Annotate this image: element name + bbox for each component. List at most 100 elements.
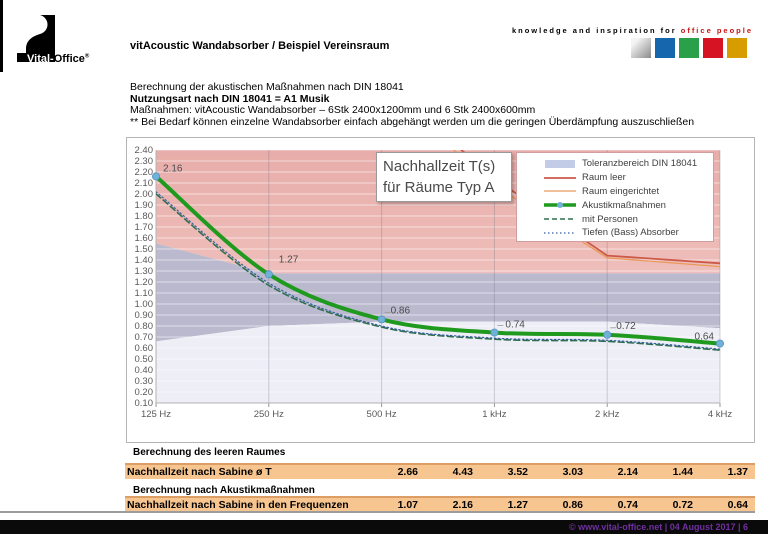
y-tick-label: 1.90 [135, 200, 154, 211]
series-raum-eingerichtet [452, 150, 720, 268]
intro-line-0: Berechnung der akustischen Maßnahmen nac… [130, 81, 404, 93]
brand-square-1 [655, 38, 675, 58]
table-value: 0.64 [727, 499, 748, 511]
y-tick-label: 1.80 [135, 211, 154, 222]
table-heading-measures: Berechnung nach Akustikmaßnahmen [133, 485, 315, 496]
series-raum-leer [460, 150, 720, 265]
x-tick-label: 250 Hz [254, 409, 284, 420]
brand-square-0 [631, 38, 651, 58]
table-value: 3.52 [507, 466, 528, 478]
x-tick-label: 4 kHz [708, 409, 733, 420]
brand-square-3 [703, 38, 723, 58]
chart-legend: Toleranzbereich DIN 18041 Raum leer Raum e… [516, 152, 714, 242]
y-tick-label: 1.60 [135, 233, 154, 244]
legend-item-0: Toleranzbereich DIN 18041 [543, 157, 713, 171]
y-tick-label: 0.40 [135, 365, 154, 376]
y-tick-label: 2.00 [135, 189, 154, 200]
y-tick-label: 1.40 [135, 255, 154, 266]
x-tick-label: 2 kHz [595, 409, 620, 420]
vital-office-logo: Vital-Office® [17, 15, 137, 65]
y-tick-label: 2.40 [135, 145, 154, 156]
data-point-label: 1.27 [279, 254, 299, 265]
tagline-red: office people [680, 26, 753, 35]
data-point-label: 0.72 [616, 321, 636, 332]
intro-line-1: Nutzungsart nach DIN 18041 = A1 Musik [130, 92, 330, 105]
data-point-marker [264, 270, 273, 279]
table-value: 0.86 [562, 499, 583, 511]
y-tick-label: 0.80 [135, 321, 154, 332]
page-title: vitAcoustic Wandabsorber / Beispiel Vere… [130, 40, 390, 52]
y-tick-label: 2.20 [135, 167, 154, 178]
data-point-marker [603, 330, 612, 339]
divider-line [0, 511, 755, 513]
table-value: 1.44 [672, 466, 693, 478]
y-tick-label: 0.60 [135, 343, 154, 354]
data-point-label: 0.64 [695, 332, 715, 343]
table-value: 1.27 [507, 499, 528, 511]
y-tick-label: 0.30 [135, 376, 154, 387]
logo-mark-icon [17, 15, 55, 62]
legend-label: mit Personen [582, 213, 638, 225]
intro-line-3: ** Bei Bedarf können einzelne Wandabsorb… [130, 115, 695, 128]
legend-item-5: Tiefen (Bass) Absorber [543, 226, 713, 240]
intro-text: Berechnung der akustischen Maßnahmen nac… [130, 81, 695, 128]
slide-edge-bar [0, 0, 3, 72]
legend-label: Raum leer [582, 172, 626, 184]
y-tick-label: 1.30 [135, 266, 154, 277]
legend-label: Tiefen (Bass) Absorber [582, 227, 679, 239]
chart-title-box: Nachhallzeit T(s) für Räume Typ A [376, 152, 512, 202]
table-row-label: Nachhallzeit nach Sabine ø T [127, 466, 272, 478]
series-tiefen-bass-absorber [156, 191, 720, 350]
y-tick-label: 0.10 [135, 398, 154, 409]
table-value: 2.66 [397, 466, 418, 478]
table-value: 1.07 [397, 499, 418, 511]
chart-title-line2: für Räume Typ A [383, 179, 495, 196]
brand-square-4 [727, 38, 747, 58]
intro-line-2: Maßnahmen: vitAcoustic Wandabsorber – 6S… [130, 104, 536, 116]
table-value: 2.14 [617, 466, 638, 478]
brand-square-2 [679, 38, 699, 58]
data-point-marker [490, 328, 499, 337]
chart-title-line1: Nachhallzeit T(s) [383, 158, 496, 175]
reverberation-chart: 0.10 0.20 0.30 0.40 0.50 0.60 0.70 0.80 0.90 1.00… [126, 137, 755, 443]
tolerance-band [156, 243, 720, 342]
y-tick-label: 1.70 [135, 222, 154, 233]
logo-wordmark: Vital-Office® [27, 53, 90, 65]
data-point-marker [716, 339, 725, 348]
x-tick-label: 1 kHz [482, 409, 507, 420]
legend-label: Toleranzbereich DIN 18041 [582, 158, 698, 170]
data-point-marker [377, 315, 386, 324]
legend-item-1: Raum leer [543, 171, 713, 185]
y-tick-label: 1.50 [135, 244, 154, 255]
table-value: 2.16 [452, 499, 473, 511]
series-mit-personen [156, 193, 720, 351]
table-heading-empty-room: Berechnung des leeren Raumes [133, 447, 286, 458]
data-point-label: 0.74 [505, 320, 525, 331]
y-tick-label: 1.10 [135, 288, 154, 299]
footer-bar: © www.vital-office.net | 04 August 2017 … [0, 520, 768, 534]
footer-text: © www.vital-office.net | 04 August 2017 … [568, 522, 748, 532]
x-tick-label: 500 Hz [367, 409, 397, 420]
tagline-black: knowledge and inspiration for [511, 26, 677, 35]
y-tick-label: 2.10 [135, 178, 154, 189]
region-below-tolerance [156, 321, 720, 403]
legend-label: Raum eingerichtet [582, 185, 660, 197]
legend-label: Akustikmaßnahmen [582, 199, 666, 211]
table-row-sabine-empty: Nachhallzeit nach Sabine ø T 2.66 4.43 3.5… [125, 463, 755, 479]
legend-item-3: Akustikmaßnahmen [543, 198, 713, 212]
y-tick-label: 1.20 [135, 277, 154, 288]
data-point-label: 2.16 [163, 163, 183, 174]
table-row-label: Nachhallzeit nach Sabine in den Frequenz… [127, 499, 349, 511]
y-tick-label: 0.70 [135, 332, 154, 343]
table-value: 3.03 [562, 466, 583, 478]
x-tick-label: 125 Hz [141, 409, 171, 420]
y-tick-label: 0.20 [135, 387, 154, 398]
y-tick-label: 0.90 [135, 310, 154, 321]
table-value: 0.74 [617, 499, 638, 511]
legend-item-2: Raum eingerichtet [543, 185, 713, 199]
table-value: 1.37 [727, 466, 748, 478]
y-tick-label: 2.30 [135, 156, 154, 167]
series-akustikma-nahmen [156, 174, 720, 346]
data-point-label: 0.86 [391, 305, 411, 316]
